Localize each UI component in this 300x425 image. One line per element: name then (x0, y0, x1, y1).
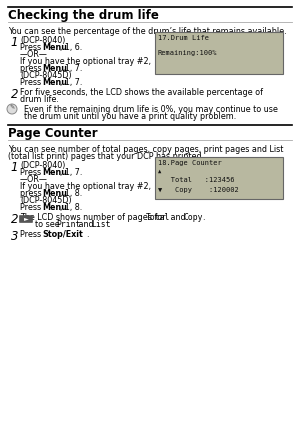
Text: If you have the optional tray #2,: If you have the optional tray #2, (20, 57, 151, 66)
Text: Menu: Menu (42, 203, 67, 212)
Text: the drum unit until you have a print quality problem.: the drum unit until you have a print qua… (24, 112, 236, 121)
Text: Menu: Menu (42, 168, 67, 177)
Text: to see: to see (35, 220, 62, 229)
Text: 2: 2 (11, 88, 18, 101)
FancyBboxPatch shape (20, 215, 32, 223)
Text: 1: 1 (11, 161, 18, 174)
Text: (DCP-8045D): (DCP-8045D) (20, 196, 72, 205)
Text: 3: 3 (11, 230, 18, 243)
Circle shape (7, 104, 17, 114)
Text: press: press (20, 189, 44, 198)
Text: You can see the percentage of the drum’s life that remains available.: You can see the percentage of the drum’s… (8, 27, 286, 36)
Text: (DCP-8045D): (DCP-8045D) (20, 71, 72, 80)
Text: You can see number of total pages, copy pages, print pages and List: You can see number of total pages, copy … (8, 145, 284, 154)
Text: , 1, 7.: , 1, 7. (60, 78, 82, 87)
Text: ►: ► (24, 216, 28, 221)
Text: Press: Press (20, 168, 44, 177)
Text: Checking the drum life: Checking the drum life (8, 9, 159, 22)
Text: Menu: Menu (42, 64, 67, 73)
Text: Even if the remaining drum life is 0%, you may continue to use: Even if the remaining drum life is 0%, y… (24, 105, 278, 114)
Text: Stop/Exit: Stop/Exit (42, 230, 83, 239)
Text: ▼   Copy    :120002: ▼ Copy :120002 (158, 187, 239, 193)
Text: Total: Total (146, 213, 170, 222)
Text: 17.Drum Life: 17.Drum Life (158, 35, 209, 41)
Text: For five seconds, the LCD shows the available percentage of: For five seconds, the LCD shows the avai… (20, 88, 263, 97)
Text: , 1, 6.: , 1, 6. (60, 43, 82, 52)
Text: List: List (91, 220, 110, 229)
Text: Menu: Menu (42, 189, 67, 198)
Text: Press: Press (20, 230, 44, 239)
Text: Menu: Menu (42, 43, 67, 52)
Text: Copy: Copy (183, 213, 203, 222)
Text: drum life.: drum life. (20, 95, 59, 104)
FancyBboxPatch shape (155, 157, 283, 199)
Text: ✎: ✎ (9, 105, 15, 111)
Text: Total   :123456: Total :123456 (158, 177, 235, 183)
Text: Press: Press (20, 78, 44, 87)
Text: (DCP-8040): (DCP-8040) (20, 161, 65, 170)
Text: , 1, 8.: , 1, 8. (60, 203, 82, 212)
Text: Menu: Menu (42, 78, 67, 87)
Text: (total list print) pages that your DCP has printed.: (total list print) pages that your DCP h… (8, 152, 204, 161)
FancyBboxPatch shape (155, 32, 283, 74)
Text: Press: Press (20, 203, 44, 212)
Text: 1: 1 (11, 36, 18, 49)
Text: .: . (202, 213, 205, 222)
Text: —OR—: —OR— (20, 175, 48, 184)
Text: Press: Press (20, 43, 44, 52)
Text: and: and (76, 220, 96, 229)
Text: (DCP-8040): (DCP-8040) (20, 36, 65, 45)
Text: press: press (20, 64, 44, 73)
Text: , 1, 7.: , 1, 7. (60, 64, 82, 73)
Text: Page Counter: Page Counter (8, 127, 97, 140)
Text: 2: 2 (11, 213, 18, 226)
Text: If you have the optional tray #2,: If you have the optional tray #2, (20, 182, 151, 191)
Text: 18.Page Counter: 18.Page Counter (158, 160, 222, 166)
Text: The LCD shows number of pages for: The LCD shows number of pages for (20, 213, 168, 222)
Text: .: . (107, 220, 110, 229)
Text: .: . (86, 230, 88, 239)
Text: ▲: ▲ (158, 169, 161, 174)
Text: , 1, 7.: , 1, 7. (60, 168, 82, 177)
Text: Print: Print (56, 220, 80, 229)
Text: —OR—: —OR— (20, 50, 48, 59)
Text: and: and (168, 213, 188, 222)
Text: , 1, 8.: , 1, 8. (60, 189, 82, 198)
Text: Remaining:100%: Remaining:100% (158, 50, 217, 56)
